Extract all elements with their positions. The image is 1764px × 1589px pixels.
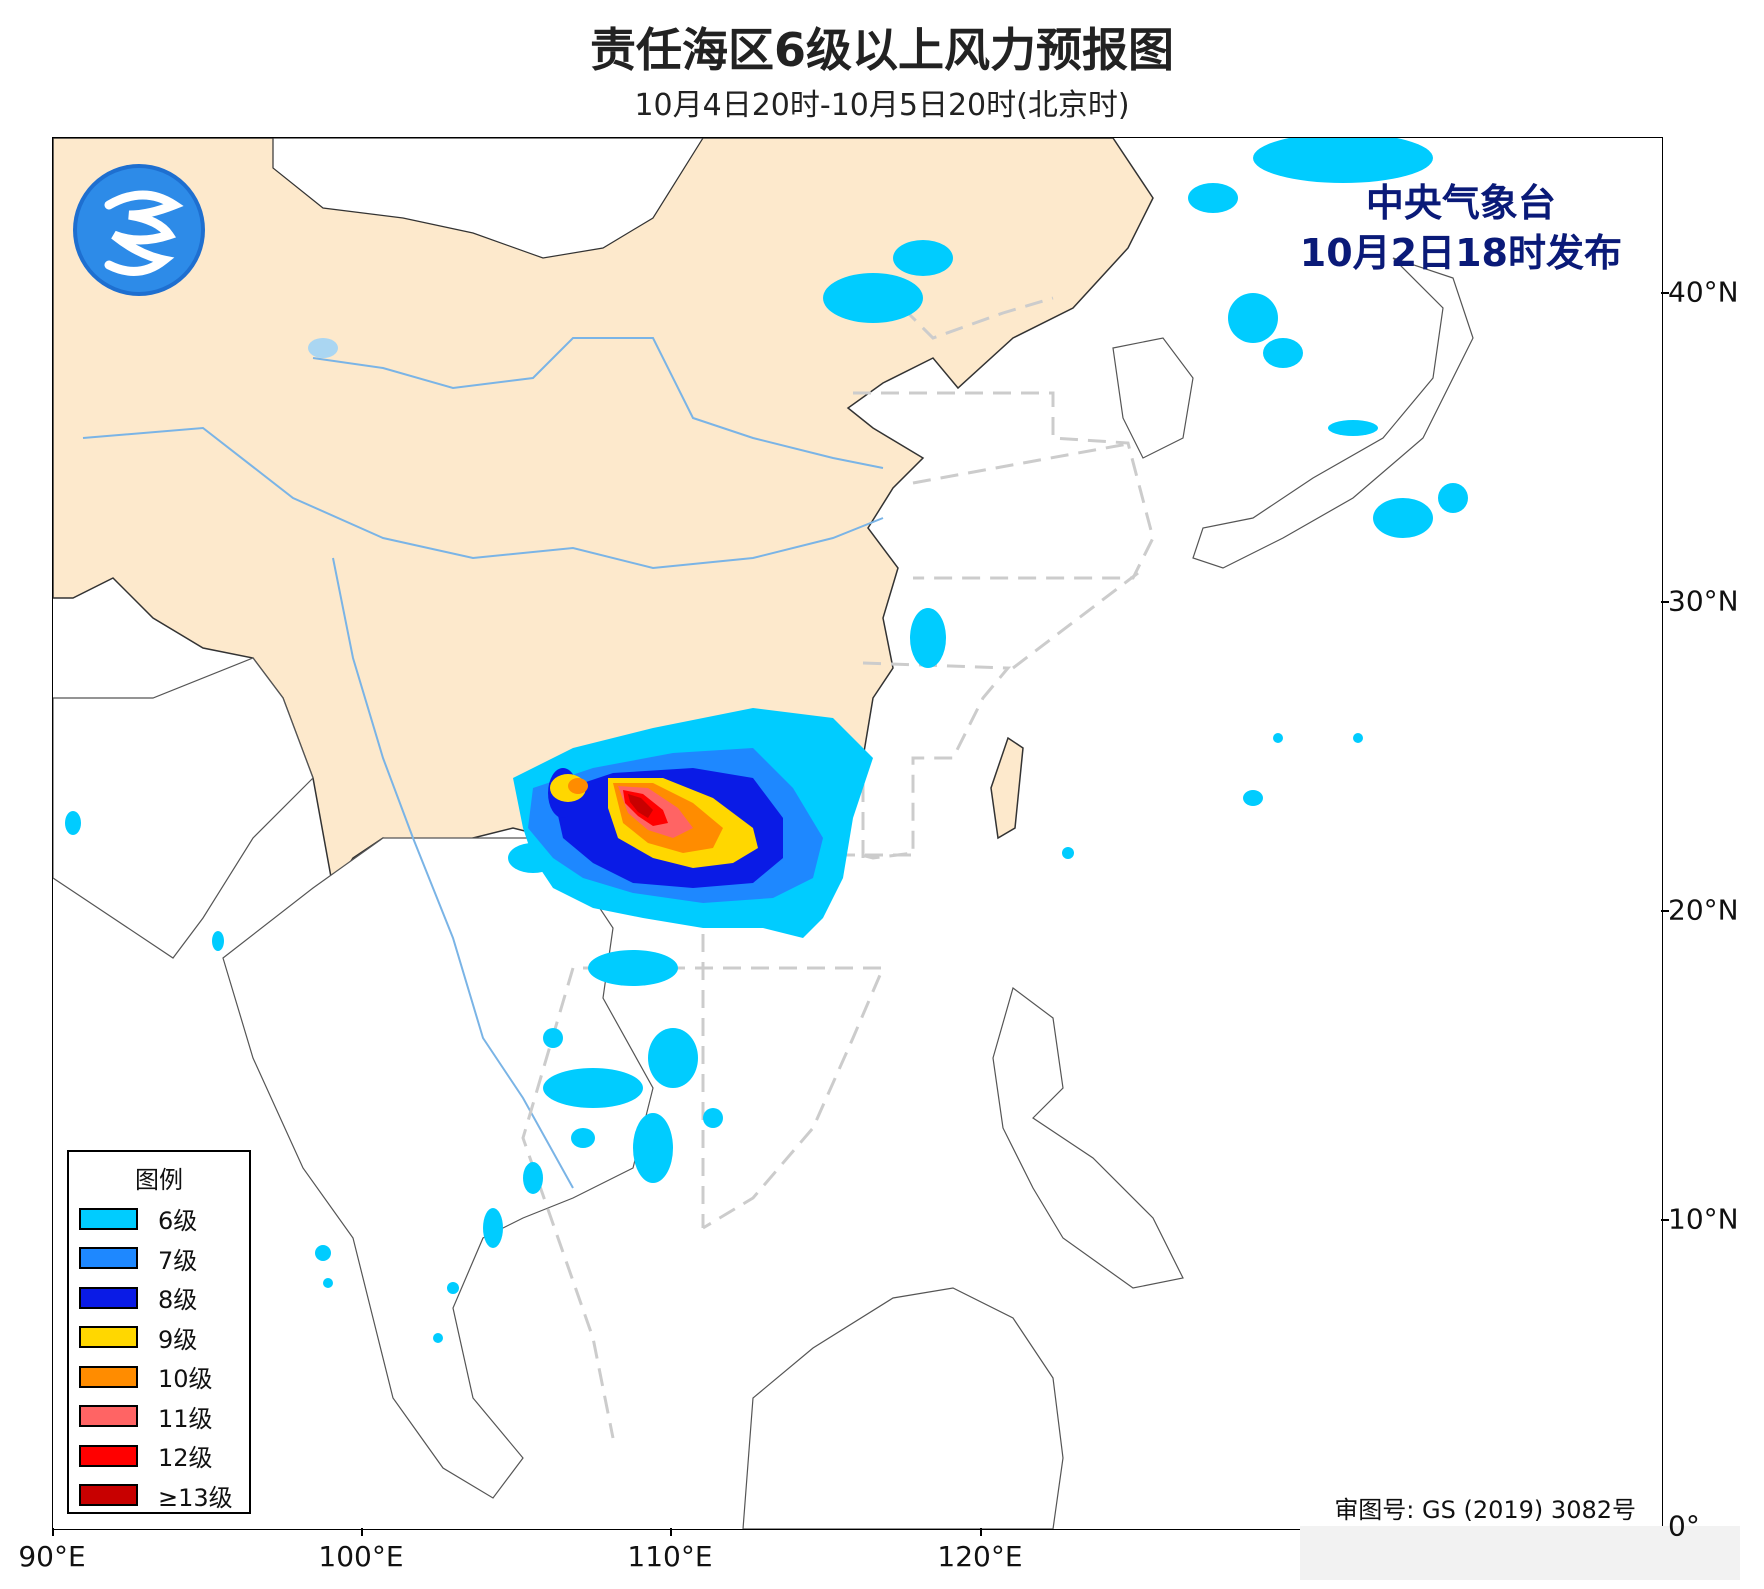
legend-swatch xyxy=(79,1484,138,1507)
legend-swatch xyxy=(79,1365,138,1388)
legend-swatch xyxy=(79,1247,138,1270)
cma-logo xyxy=(69,160,209,300)
map-subtitle: 10月4日20时-10月5日20时(北京时) xyxy=(634,88,1130,123)
x-tickmark xyxy=(670,1528,672,1536)
x-tick-label: 100°E xyxy=(318,1540,404,1573)
legend-label: 7级 xyxy=(158,1246,198,1275)
legend: 图例 6级 7级 8级 9级 10级 11级 12级 ≥13级 xyxy=(67,1150,251,1514)
map-svg xyxy=(53,138,1474,1529)
map-title: 责任海区6级以上风力预报图 xyxy=(589,23,1174,77)
legend-label: 6级 xyxy=(158,1207,198,1236)
map-area: 中央气象台 10月2日18时发布 图例 6级 7级 8级 9级 10级 11级 12级 ≥13… xyxy=(52,137,1663,1530)
legend-rows: 6级 7级 8级 9级 10级 11级 12级 ≥13级 xyxy=(69,1199,249,1515)
philippines xyxy=(992,986,1184,1289)
wind-level-13 xyxy=(628,794,653,818)
y-tickmark xyxy=(1661,1219,1669,1221)
legend-swatch xyxy=(79,1444,138,1467)
japan xyxy=(1192,257,1474,569)
x-tick-label: 120°E xyxy=(937,1540,1023,1573)
legend-item: 8级 xyxy=(69,1278,249,1318)
x-tickmark xyxy=(980,1528,982,1536)
y-tickmark xyxy=(1661,292,1669,294)
legend-swatch xyxy=(79,1405,138,1428)
yellow-river xyxy=(312,337,884,469)
x-tick-label: 110°E xyxy=(627,1540,713,1573)
legend-item: 10级 xyxy=(69,1357,249,1397)
y-tick-label: 0° xyxy=(1668,1509,1700,1543)
x-tickmark xyxy=(52,1528,54,1536)
legend-swatch xyxy=(79,1326,138,1349)
yangtze-river xyxy=(82,426,884,570)
legend-label: 9级 xyxy=(158,1325,198,1354)
y-tick-label: 20°N xyxy=(1668,893,1739,927)
legend-item: 12级 xyxy=(69,1436,249,1476)
legend-label: 12级 xyxy=(158,1444,213,1473)
legend-swatch xyxy=(79,1207,138,1230)
borneo xyxy=(742,1287,1064,1529)
issuer-time: 10月2日18时发布 xyxy=(1299,231,1622,275)
taiwan xyxy=(990,736,1024,840)
watermark-overlay xyxy=(1300,1526,1740,1580)
y-tickmark xyxy=(1661,601,1669,603)
legend-item: 11级 xyxy=(69,1397,249,1437)
legend-item: 7级 xyxy=(69,1239,249,1279)
mongolia xyxy=(272,138,704,259)
mekong-river xyxy=(332,557,574,1189)
y-tick-label: 10°N xyxy=(1668,1202,1739,1236)
indochina xyxy=(222,837,654,1499)
y-tickmark xyxy=(1661,910,1669,912)
issuer-block: 中央气象台 10月2日18时发布 xyxy=(1300,178,1622,278)
x-tickmark xyxy=(361,1528,363,1536)
y-tick-label: 30°N xyxy=(1668,584,1739,618)
legend-title: 图例 xyxy=(135,1166,183,1194)
legend-item: 6级 xyxy=(69,1199,249,1239)
y-tick-label: 40°N xyxy=(1668,275,1739,309)
sea-area-boundaries xyxy=(521,296,1155,1439)
legend-label: 10级 xyxy=(158,1365,213,1394)
legend-label: 11级 xyxy=(158,1404,213,1433)
legend-item: ≥13级 xyxy=(69,1476,249,1516)
x-tick-label: 90°E xyxy=(18,1540,86,1573)
legend-label: ≥13级 xyxy=(158,1483,233,1512)
issuer-agency: 中央气象台 xyxy=(1365,181,1556,225)
south-asia xyxy=(53,657,314,959)
legend-item: 9级 xyxy=(69,1318,249,1358)
korea xyxy=(1112,337,1194,459)
legend-label: 8级 xyxy=(158,1286,198,1315)
legend-swatch xyxy=(79,1286,138,1309)
approval-number: 审图号: GS (2019) 3082号 xyxy=(1328,1490,1642,1525)
